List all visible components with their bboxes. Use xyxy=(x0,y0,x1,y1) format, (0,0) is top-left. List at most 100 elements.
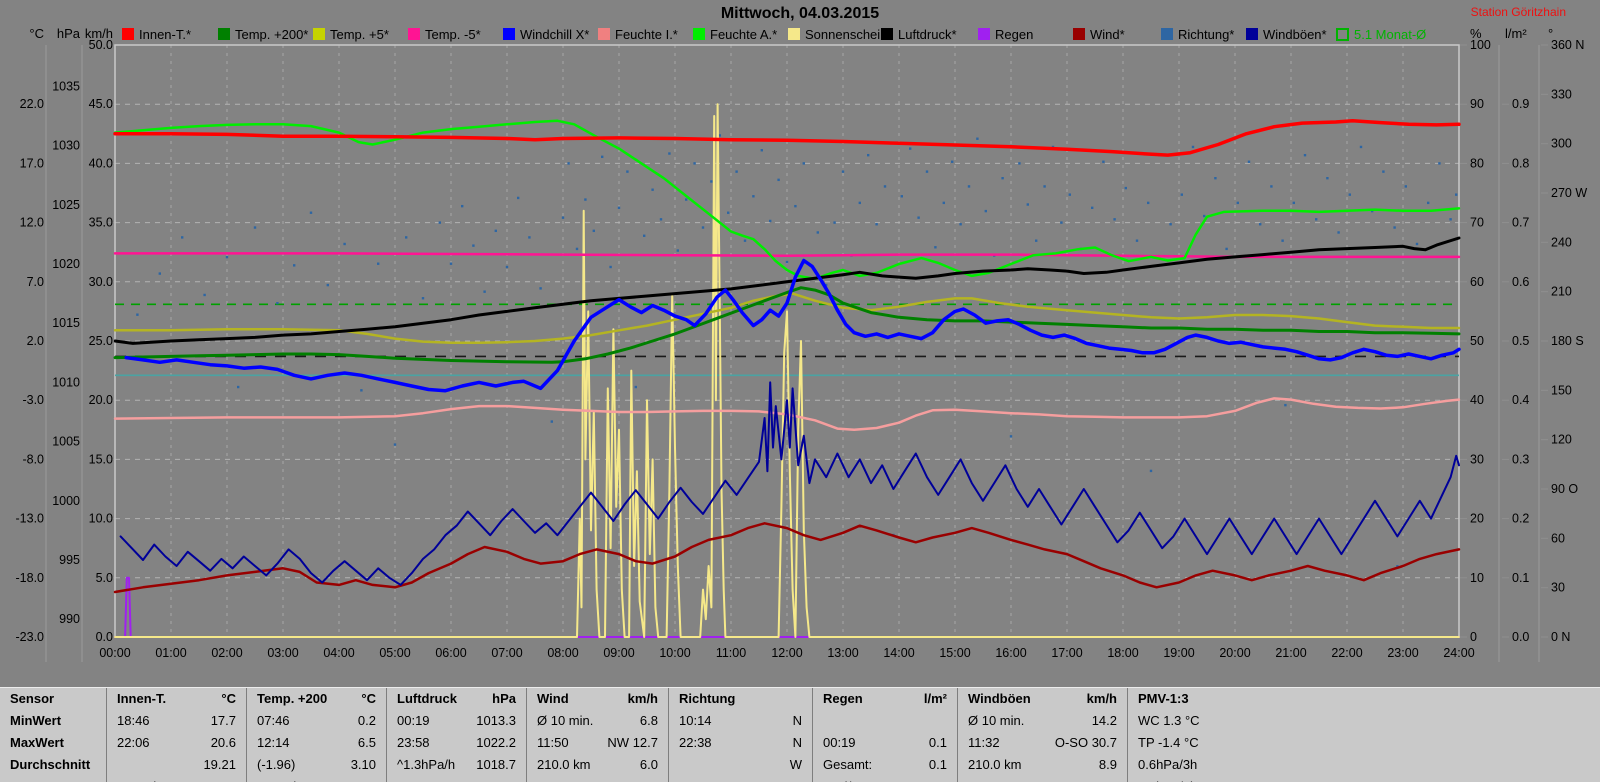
scatter-dot-richtung xyxy=(1259,223,1262,226)
table-cell: °C xyxy=(221,691,236,706)
scatter-dot-richtung xyxy=(567,162,570,165)
axis-label: 20 xyxy=(1470,512,1484,526)
scatter-dot-richtung xyxy=(421,297,425,300)
table-cell: 23:58 xyxy=(397,735,430,750)
legend-label: Windchill X* xyxy=(520,26,590,42)
table-row: 00:19 1013.3 xyxy=(387,710,526,732)
scatter-dot-richtung xyxy=(584,198,587,201)
table-column-header: Windböen xyxy=(968,691,1031,706)
axis-label: 1015 xyxy=(52,316,80,330)
axis-label: -23.0 xyxy=(16,630,45,644)
table-cell: N xyxy=(792,735,802,750)
scatter-dot-richtung xyxy=(825,283,828,287)
axis-label: 0.9 xyxy=(1512,97,1529,111)
time-tick-label: 19:00 xyxy=(1163,646,1194,660)
axis-label: l/m² xyxy=(1505,26,1527,41)
axis-label: 50.0 xyxy=(89,38,113,52)
table-row: 210.0 km 6.0 xyxy=(527,754,668,776)
axis-label: -13.0 xyxy=(16,512,45,526)
axis-label: 45.0 xyxy=(89,97,113,111)
time-tick-label: 23:00 xyxy=(1387,646,1418,660)
axis-label: 0.5 xyxy=(1512,334,1529,348)
scatter-dot-richtung xyxy=(777,178,780,182)
scatter-dot-richtung xyxy=(1236,201,1239,205)
table-cell: 07:46 xyxy=(257,713,290,728)
table-cell: 1018.7 xyxy=(476,757,516,772)
axis-label: 0.6 xyxy=(1512,275,1529,289)
scatter-dot-richtung xyxy=(1396,565,1399,568)
table-row: Sensor xyxy=(0,688,106,710)
table-row: Durchschnitt xyxy=(0,754,106,776)
axis-label: 0.8 xyxy=(1512,156,1529,170)
scatter-dot-richtung xyxy=(1438,162,1441,165)
axis-label: 1010 xyxy=(52,375,80,389)
scatter-dot-richtung xyxy=(1404,185,1407,188)
scatter-dot-richtung xyxy=(494,229,497,233)
scatter-dot-richtung xyxy=(1427,201,1430,205)
scatter-dot-richtung xyxy=(1382,170,1385,173)
table-cell: Gesamt: xyxy=(823,757,873,772)
axis-label: 50 xyxy=(1470,334,1484,348)
table-column-header: Regen xyxy=(823,691,863,706)
axis-label: 990 xyxy=(59,612,80,626)
table-cell: 3.10 xyxy=(350,757,376,772)
table-cell: O-SO 30.7 xyxy=(1054,735,1117,750)
axis-label: 60 xyxy=(1551,531,1565,545)
axis-label: 1020 xyxy=(52,257,80,271)
time-tick-label: 17:00 xyxy=(1051,646,1082,660)
table-cell: 1013.3 xyxy=(476,713,516,728)
scatter-dot-richtung xyxy=(561,216,565,219)
scatter-dot-richtung xyxy=(942,201,945,205)
legend-item-windb-en-: Windböen* xyxy=(1246,26,1327,42)
table-row: 0.6hPa/3h xyxy=(1128,754,1600,776)
table-cell: 8.9 xyxy=(1098,757,1117,772)
axis-label: 1005 xyxy=(52,435,80,449)
legend-swatch-icon xyxy=(503,28,515,40)
axis-label: -3.0 xyxy=(22,393,44,407)
legend-item-richtung-: Richtung* xyxy=(1161,26,1234,42)
axis-label: 40.0 xyxy=(89,156,113,170)
legend-label: Regen xyxy=(995,26,1034,42)
axis-label: 150 xyxy=(1551,383,1572,397)
scatter-dot-richtung xyxy=(393,443,397,446)
table-row: Ø 10 min. 14.2 xyxy=(958,710,1127,732)
scatter-dot-richtung xyxy=(976,137,979,140)
table-row: 0.5% N-NO 0.0 xyxy=(527,776,668,782)
scatter-dot-richtung xyxy=(609,265,612,269)
axis-label: -18.0 xyxy=(16,571,45,585)
scatter-dot-richtung xyxy=(718,134,721,137)
axis-label: °C xyxy=(29,26,44,41)
table-column-luftdruck: Luftdruck hPa 00:19 1013.3 23:58 1022.2 ^1.3hP… xyxy=(386,688,526,782)
legend-swatch-icon xyxy=(122,28,134,40)
axis-label: 995 xyxy=(59,553,80,567)
scatter-dot-richtung xyxy=(883,185,887,188)
scatter-dot-richtung xyxy=(1135,239,1139,242)
scatter-dot-richtung xyxy=(693,162,696,165)
table-row: 19.21 xyxy=(107,754,246,776)
legend-label: Sonnenschein xyxy=(805,26,888,42)
table-row xyxy=(813,710,957,732)
legend-item-feuchte-a-: Feuchte A.* xyxy=(693,26,777,42)
legend-item-sonnenschein: Sonnenschein xyxy=(788,26,887,42)
scatter-dot-richtung xyxy=(1026,203,1029,206)
scatter-dot-richtung xyxy=(1225,247,1228,251)
table-cell: 0.5% N-NO xyxy=(537,776,603,782)
table-row-label: MinWert xyxy=(10,713,62,728)
table-cell: 12:14 xyxy=(257,735,290,750)
scatter-dot-richtung xyxy=(1214,177,1217,180)
legend-item-wind-: Wind* xyxy=(1073,26,1125,42)
scatter-dot-richtung xyxy=(617,206,621,209)
scatter-dot-richtung xyxy=(1284,403,1287,407)
time-tick-label: 05:00 xyxy=(379,646,410,660)
axis-label: 90 O xyxy=(1551,482,1578,496)
table-row: 5.70 Øt 0.1 xyxy=(247,776,386,782)
time-tick-label: 20:00 xyxy=(1219,646,1250,660)
table-cell: Ø 10 min. xyxy=(537,713,594,728)
table-cell: WC 1.3 °C xyxy=(1138,713,1200,728)
time-tick-label: 16:00 xyxy=(995,646,1026,660)
series-feuchte-innen xyxy=(113,397,1461,432)
scatter-dot-richtung xyxy=(752,195,755,198)
time-tick-label: 22:00 xyxy=(1331,646,1362,660)
scatter-dot-richtung xyxy=(592,229,595,233)
table-cell: 0.1 xyxy=(928,757,947,772)
